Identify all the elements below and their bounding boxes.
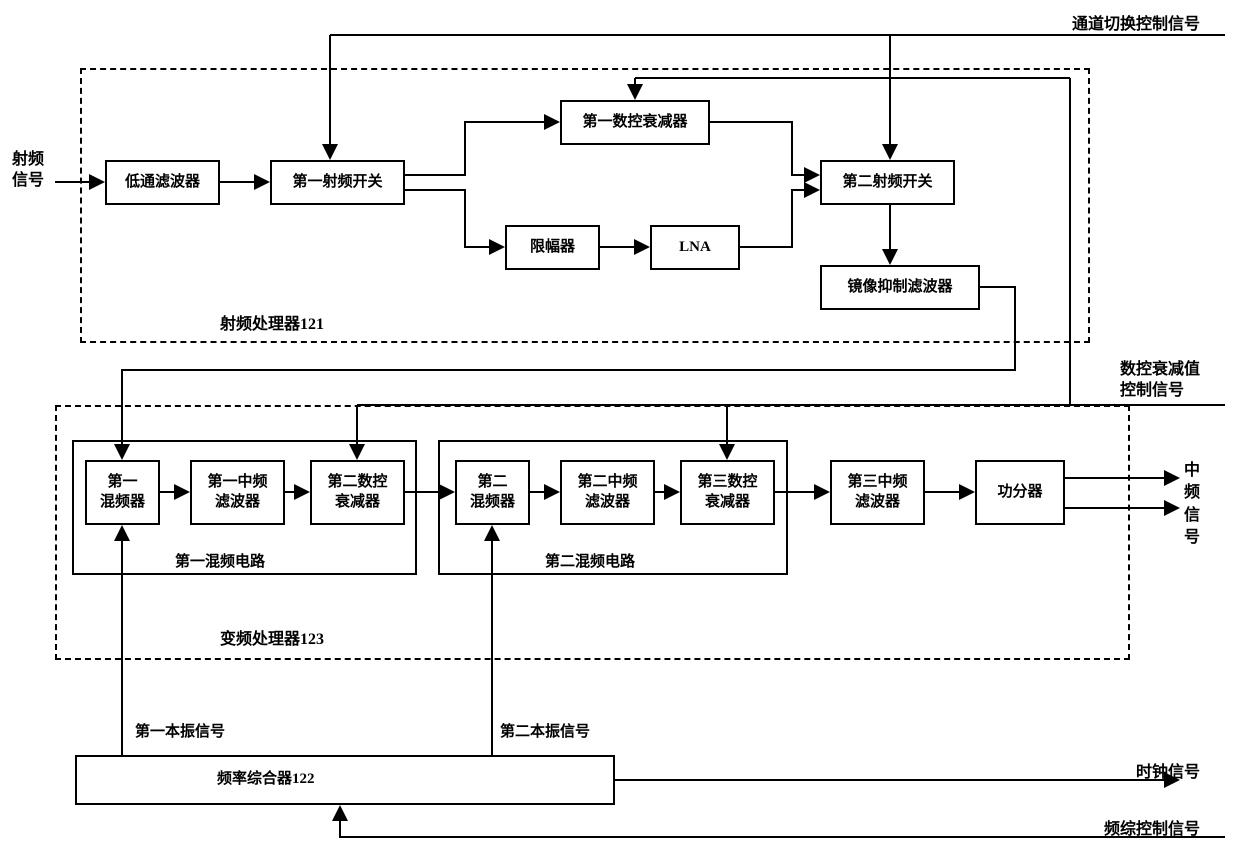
lpf-block: 低通滤波器 [105,160,220,205]
diagram-container: 通道切换控制信号 射频信号 数控衰减值控制信号 中频信号 时钟信号 频综控制信号… [0,0,1240,863]
freq-ctrl-label: 频综控制信号 [1104,815,1200,839]
lo2-label: 第二本振信号 [500,720,590,741]
if-filter2-block: 第二中频滤波器 [560,460,655,525]
rf-switch1-block: 第一射频开关 [270,160,405,205]
freq-processor-label: 变频处理器123 [220,625,324,649]
freq-synth-block: 频率综合器122 [75,755,615,805]
channel-switch-label: 通道切换控制信号 [1072,10,1200,34]
mix-circuit2-label: 第二混频电路 [545,550,635,571]
atten-ctrl-label: 数控衰减值控制信号 [1120,360,1200,402]
clock-label: 时钟信号 [1136,758,1200,782]
mix-circuit1-label: 第一混频电路 [175,550,265,571]
attenuator1-block: 第一数控衰减器 [560,100,710,145]
rf-switch2-block: 第二射频开关 [820,160,955,205]
divider-block: 功分器 [975,460,1065,525]
lo1-label: 第一本振信号 [135,720,225,741]
if-output-label: 中频信号 [1184,460,1200,550]
mixer2-block: 第二混频器 [455,460,530,525]
rf-processor-label: 射频处理器121 [220,310,324,334]
rf-input-label: 射频信号 [12,150,44,192]
if-filter1-block: 第一中频滤波器 [190,460,285,525]
lna-block: LNA [650,225,740,270]
limiter-block: 限幅器 [505,225,600,270]
attenuator2-block: 第二数控衰减器 [310,460,405,525]
attenuator3-block: 第三数控衰减器 [680,460,775,525]
mixer1-block: 第一混频器 [85,460,160,525]
image-filter-block: 镜像抑制滤波器 [820,265,980,310]
if-filter3-block: 第三中频滤波器 [830,460,925,525]
